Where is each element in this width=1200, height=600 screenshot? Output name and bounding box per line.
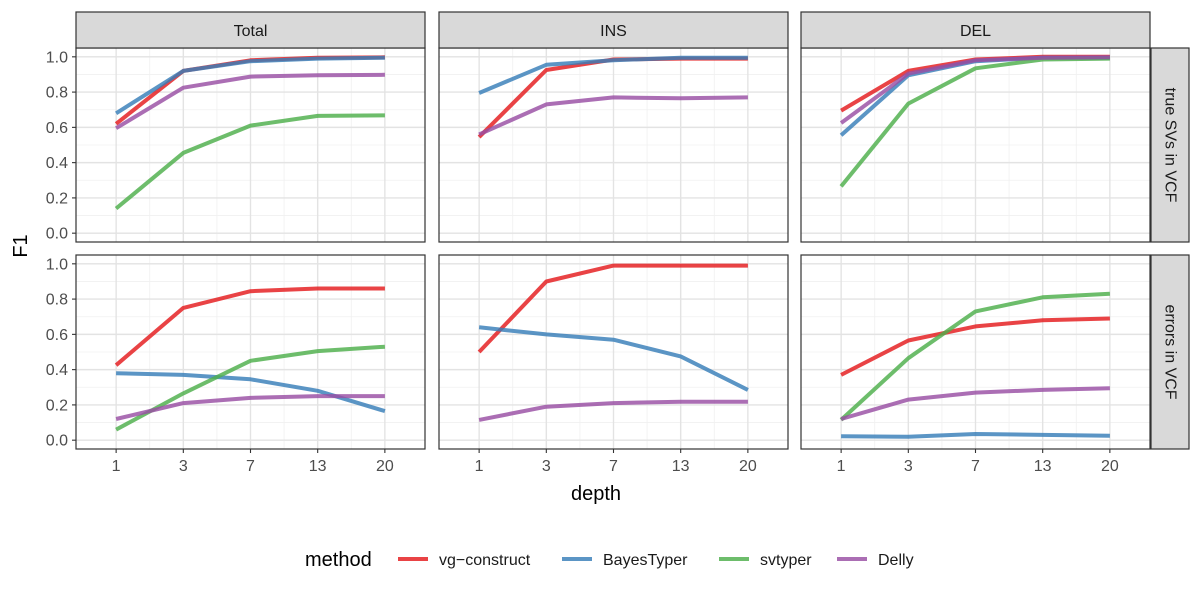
x-tick-label: 20 bbox=[1101, 458, 1119, 475]
x-tick-label: 3 bbox=[179, 458, 188, 475]
y-tick-label: 0.6 bbox=[46, 120, 68, 137]
legend-label: svtyper bbox=[760, 552, 812, 569]
x-tick-label: 13 bbox=[309, 458, 327, 475]
axes-layer: 0.00.20.40.60.81.00.00.20.40.60.81.01 3 7 1… bbox=[46, 49, 1119, 475]
y-tick-label: 0.8 bbox=[46, 85, 68, 102]
strip-errors-in-vcf: errors in VCF bbox=[1150, 254, 1190, 450]
strip-del: DEL bbox=[800, 11, 1151, 49]
x-tick-label: 7 bbox=[609, 458, 618, 475]
strip-label: true SVs in VCF bbox=[1162, 88, 1179, 203]
panel-total-true-svs-in-vcf bbox=[75, 47, 426, 243]
strip-ins: INS bbox=[438, 11, 789, 49]
panel-ins-true-svs-in-vcf bbox=[438, 47, 789, 243]
series-line-delly bbox=[840, 386, 1110, 421]
x-tick-label: 3 bbox=[542, 458, 551, 475]
strip-true-svs-in-vcf: true SVs in VCF bbox=[1150, 47, 1190, 243]
strip-label: INS bbox=[600, 23, 627, 40]
panel-del-true-svs-in-vcf bbox=[800, 47, 1151, 243]
x-axis-title: depth bbox=[571, 483, 621, 505]
x-tick-label: 13 bbox=[672, 458, 690, 475]
x-tick-label: 13 bbox=[1034, 458, 1052, 475]
series-line-svtyper bbox=[839, 291, 1111, 422]
panels-layer bbox=[75, 47, 1151, 450]
y-tick-label: 0.4 bbox=[46, 155, 68, 172]
series-line-bayestyper bbox=[841, 432, 1110, 439]
x-tick-label: 1 bbox=[475, 458, 484, 475]
y-axis-title: F1 bbox=[10, 234, 32, 257]
x-tick-label: 20 bbox=[739, 458, 757, 475]
y-tick-label: 1.0 bbox=[46, 49, 68, 66]
y-tick-label: 0.0 bbox=[46, 433, 68, 450]
series-line-delly bbox=[115, 72, 385, 130]
series-line-delly bbox=[839, 55, 1110, 125]
legend-entry-delly: Delly bbox=[837, 552, 914, 569]
y-tick-label: 0.4 bbox=[46, 362, 68, 379]
panel-del-errors-in-vcf bbox=[800, 254, 1151, 450]
strip-background bbox=[800, 11, 1151, 49]
series-line-delly bbox=[478, 95, 748, 137]
series-line-bayestyper bbox=[115, 55, 385, 115]
strip-background bbox=[1150, 254, 1190, 450]
x-tick-label: 7 bbox=[971, 458, 980, 475]
y-tick-label: 1.0 bbox=[46, 256, 68, 273]
legend-label: BayesTyper bbox=[603, 552, 688, 569]
y-tick-label: 0.2 bbox=[46, 397, 68, 414]
panel-total-errors-in-vcf bbox=[75, 254, 426, 450]
legend-title: method bbox=[305, 549, 372, 571]
y-tick-label: 0.2 bbox=[46, 190, 68, 207]
y-tick-label: 0.6 bbox=[46, 327, 68, 344]
series-line-vg-construct bbox=[114, 286, 385, 367]
legend-label: Delly bbox=[878, 552, 914, 569]
legend-entry-vg-construct: vg−construct bbox=[398, 552, 531, 569]
legend-entry-bayestyper: BayesTyper bbox=[562, 552, 688, 569]
strip-label: DEL bbox=[960, 23, 991, 40]
series-line-svtyper bbox=[115, 344, 386, 432]
strip-total: Total bbox=[75, 11, 426, 49]
strip-label: Total bbox=[234, 23, 268, 40]
strip-background bbox=[1150, 47, 1190, 243]
y-tick-label: 0.0 bbox=[46, 226, 68, 243]
legend: method vg−construct BayesTyper svtyper Dell… bbox=[305, 549, 914, 571]
legend-label: vg−construct bbox=[439, 552, 531, 569]
strip-background bbox=[438, 11, 789, 49]
x-tick-label: 3 bbox=[904, 458, 913, 475]
x-tick-label: 7 bbox=[246, 458, 255, 475]
series-line-vg-construct bbox=[477, 263, 748, 354]
x-tick-label: 1 bbox=[112, 458, 121, 475]
strip-background bbox=[75, 11, 426, 49]
strips-layer: Total INS DEL true SVs in VCF errors in VCF bbox=[75, 11, 1190, 450]
series-line-vg-construct bbox=[840, 316, 1110, 377]
series-line-svtyper bbox=[114, 113, 385, 211]
y-tick-label: 0.8 bbox=[46, 292, 68, 309]
strip-label: errors in VCF bbox=[1162, 304, 1179, 399]
series-line-bayestyper bbox=[478, 325, 749, 392]
legend-entry-svtyper: svtyper bbox=[719, 552, 812, 569]
series-line-delly bbox=[478, 399, 748, 422]
series-line-bayestyper bbox=[478, 55, 748, 95]
x-tick-label: 1 bbox=[837, 458, 846, 475]
series-line-delly bbox=[115, 394, 385, 421]
x-tick-label: 20 bbox=[376, 458, 394, 475]
panel-ins-errors-in-vcf bbox=[438, 254, 789, 450]
